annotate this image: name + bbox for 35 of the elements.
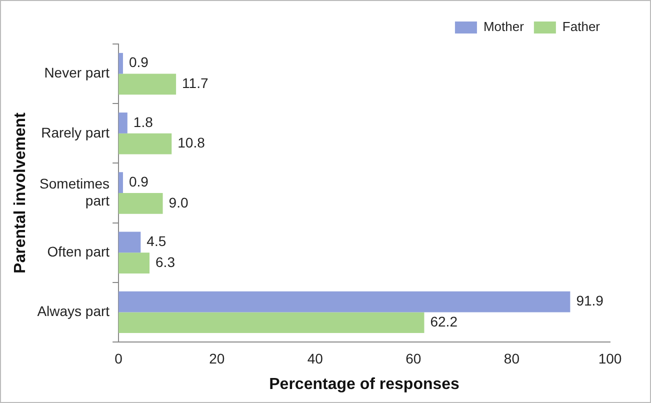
bar [118, 74, 176, 95]
data-label: 0.9 [128, 54, 149, 70]
data-label: 91.9 [576, 292, 604, 309]
x-tick-label: 20 [209, 350, 225, 366]
y-tick-label: Rarely part [41, 124, 110, 140]
data-label: 6.3 [156, 254, 176, 270]
bar [118, 312, 424, 334]
x-axis-title: Percentage of responses [269, 376, 460, 393]
x-tick-label: 100 [598, 350, 622, 366]
x-tick-label: 80 [504, 350, 520, 366]
bar [118, 291, 570, 312]
y-axis-title: Parental involvement [12, 112, 30, 274]
data-label: 11.7 [182, 75, 208, 92]
bar [118, 252, 150, 274]
data-label: 0.9 [128, 173, 149, 190]
data-label: 4.5 [146, 233, 166, 250]
y-tick-label: Sometimes part [40, 175, 110, 208]
legend-label: Father [562, 19, 601, 34]
bar [118, 52, 123, 74]
bar [118, 112, 128, 134]
bar [118, 133, 172, 154]
bar [118, 172, 123, 193]
y-tick-label: Never part [44, 64, 110, 81]
x-tick-label: 0 [114, 350, 123, 366]
y-tick-label: Often part [47, 243, 110, 260]
x-tick-label: 40 [307, 350, 324, 366]
y-tick-label: Always part [37, 303, 110, 320]
legend-label: Mother [483, 19, 525, 34]
data-label: 1.8 [133, 114, 154, 130]
x-tick-label: 60 [406, 350, 422, 366]
data-label: 10.8 [178, 134, 206, 151]
bar [118, 232, 141, 253]
data-label: 9.0 [168, 194, 188, 210]
data-label: 62.2 [430, 313, 458, 330]
bar [118, 193, 163, 214]
